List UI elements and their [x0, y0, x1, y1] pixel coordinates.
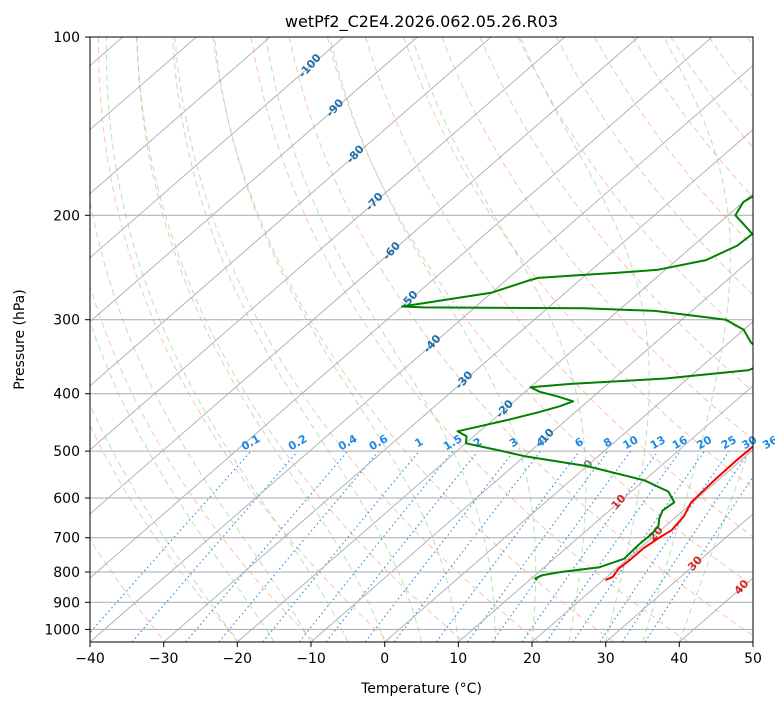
isotherm-line [90, 37, 271, 195]
x-tick-label: 0 [380, 651, 389, 667]
mixing-ratio-label: 36 [760, 433, 775, 452]
isotherm-line [531, 449, 753, 642]
mixing-ratio-line [90, 450, 252, 634]
moist-adiabat [90, 403, 238, 642]
y-tick-label: 600 [53, 491, 80, 507]
x-tick-label: 50 [744, 651, 762, 667]
isotherm-line [457, 385, 753, 642]
moist-adiabat [329, 37, 537, 642]
background-lines [90, 37, 753, 642]
y-axis-title: Pressure (hPa) [12, 289, 28, 389]
mixing-ratio-line [644, 475, 753, 642]
x-tick-label: −40 [75, 651, 105, 667]
mixing-ratio-line [545, 450, 681, 642]
mixing-ratio-line [298, 450, 454, 642]
mixing-ratio-line [621, 450, 751, 642]
isotherm-line [163, 128, 753, 642]
isotherm-line [752, 641, 753, 642]
mixing-ratio-line [393, 450, 542, 642]
plot-background [90, 37, 753, 642]
y-tick-label: 200 [53, 208, 80, 224]
moist-adiabat [136, 37, 386, 642]
series-lines [401, 195, 753, 581]
y-tick-label: 900 [53, 595, 80, 611]
dry-adiabat [97, 37, 390, 642]
moist-adiabat [678, 438, 753, 642]
dry-adiabat [90, 284, 316, 642]
isotherm-line [384, 321, 753, 642]
y-tick-label: 300 [53, 313, 80, 329]
moist-adiabat [90, 320, 275, 642]
moist-adiabat [172, 37, 422, 642]
dewpoint-profile-line [401, 195, 753, 581]
isotherm-line [90, 37, 713, 579]
plot-frame [89, 36, 754, 643]
x-tick-label: 20 [523, 651, 541, 667]
isotherm-line [90, 37, 639, 515]
dry-adiabat [403, 37, 753, 489]
chart-title: wetPf2_C2E4.2026.062.05.26.R03 [285, 12, 558, 32]
moist-adiabat [642, 37, 731, 642]
mixing-ratio-line [599, 450, 730, 642]
y-tick-label: 100 [53, 30, 80, 46]
isotherm-line [90, 37, 418, 323]
y-tick-label: 1000 [44, 622, 80, 638]
y-tick-label: 800 [53, 565, 80, 581]
x-tick-label: −30 [149, 651, 179, 667]
dry-adiabat [136, 37, 465, 642]
moist-adiabat [90, 198, 312, 642]
moist-adiabat [214, 37, 459, 642]
moist-adiabat [105, 37, 349, 642]
x-tick-label: −10 [296, 651, 326, 667]
x-tick-label: −20 [223, 651, 253, 667]
dry-adiabat [250, 37, 689, 642]
isotherm-line [605, 513, 753, 642]
y-tick-label: 400 [53, 387, 80, 403]
x-axis-title: Temperature (°C) [360, 681, 482, 697]
dry-adiabat [479, 37, 753, 392]
isotherm-line [90, 64, 753, 642]
moist-adiabat [265, 37, 496, 642]
dry-adiabat [174, 37, 540, 642]
y-tick-label: 700 [53, 531, 80, 547]
dry-adiabat [212, 37, 614, 642]
grid-lines [90, 37, 753, 642]
x-tick-label: 30 [597, 651, 615, 667]
isotherm-line [90, 37, 566, 451]
temperature-profile-line [605, 445, 753, 581]
axes: −40 −30 −20 −10 0 10 20 30 40 50 100 200 300 400 500 60… [44, 30, 762, 667]
moist-adiabat [411, 37, 587, 642]
isotherm-line [236, 192, 753, 642]
isotherm-line [310, 257, 753, 642]
y-tick-label: 500 [53, 444, 80, 460]
mixing-ratio-line [572, 450, 705, 642]
x-tick-label: 10 [449, 651, 467, 667]
mixing-ratio-line [325, 450, 479, 642]
mixing-ratio-line [521, 450, 659, 642]
x-tick-label: 40 [670, 651, 688, 667]
isotherm-line [90, 37, 345, 259]
moist-adiabat [519, 37, 650, 642]
isotherm-line [90, 37, 492, 387]
